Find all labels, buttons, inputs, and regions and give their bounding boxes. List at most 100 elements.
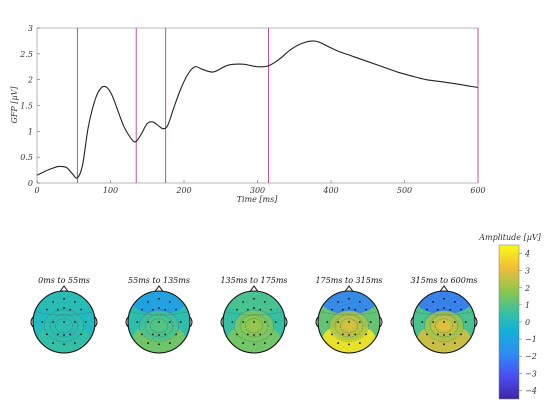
contour-line <box>44 309 84 342</box>
contour-line <box>424 309 464 342</box>
electrode-dot <box>84 321 87 323</box>
contour-line <box>239 314 269 338</box>
electrode-dot <box>69 308 72 311</box>
contour-line <box>54 318 74 333</box>
x-ticks: 0 100 200 300 400 500 600 <box>34 180 486 195</box>
electrode-dot <box>52 342 55 344</box>
topo-map: 315ms to 600ms <box>410 276 478 354</box>
electrode-dot <box>158 297 160 300</box>
electrode-dot <box>348 307 350 309</box>
electrode-dot <box>73 300 76 303</box>
electrode-dot <box>426 308 428 311</box>
electrode-dot <box>246 333 249 336</box>
electrode-dot <box>242 300 245 303</box>
central-region <box>152 320 166 331</box>
electrode-dot <box>73 342 76 344</box>
x-tick-label: 300 <box>250 186 265 195</box>
central-region <box>57 320 71 331</box>
y-tick-label: 1.5 <box>20 102 33 111</box>
electrode-dot <box>337 342 340 344</box>
electrode-dot <box>341 333 344 336</box>
left-ear <box>315 316 319 328</box>
y-ticks: 0 0.5 1 1.5 2 2.5 3 <box>19 24 40 188</box>
electrode-dot <box>164 333 167 336</box>
topo-map: 135ms to 175ms <box>220 276 288 354</box>
electrode-dot <box>443 334 445 336</box>
electrode-dot <box>63 334 65 336</box>
electrode-dot <box>270 308 272 311</box>
electrode-dot <box>337 321 340 323</box>
head-outline <box>317 290 381 354</box>
electrode-dot <box>443 307 445 309</box>
contour-line <box>144 314 174 338</box>
contour-line <box>434 318 454 333</box>
electrode-dot <box>369 321 372 323</box>
electrode-dot <box>236 333 238 336</box>
topo-map-title: 135ms to 175ms <box>220 276 287 285</box>
colorbar-tick-label: 4 <box>524 250 530 259</box>
colorbar-tick-label: −2 <box>525 352 537 361</box>
colorbar-tick-label: −4 <box>525 386 537 395</box>
electrode-dot <box>436 333 439 336</box>
contour-line <box>429 314 459 338</box>
right-ear <box>474 316 478 328</box>
x-tick-label: 0 <box>34 186 39 195</box>
colorbar: Amplitude [µV] 4 3 2 1 0 −1 −2 −3 −4 <box>478 233 542 400</box>
electrode-dot <box>46 308 48 311</box>
electrode-dot <box>365 333 367 336</box>
contour-line <box>339 318 359 333</box>
right-ear <box>94 316 98 328</box>
right-ear <box>379 316 383 328</box>
topo-maps: 0ms to 55ms 55ms to 135ms 135ms to 175ms 17… <box>30 276 478 354</box>
colorbar-tick-label: −3 <box>525 369 537 378</box>
electrode-dot <box>253 297 255 300</box>
electrode-dot <box>164 308 167 311</box>
electrode-dot <box>56 308 59 311</box>
topo-map: 175ms to 315ms <box>315 276 383 354</box>
nose <box>59 285 69 292</box>
x-tick-label: 100 <box>103 186 118 195</box>
electrode-dot <box>46 333 48 336</box>
electrode-dot <box>443 297 445 300</box>
electrode-dot <box>80 308 82 311</box>
electrode-dot <box>443 343 445 346</box>
colorbar-tick-label: 1 <box>525 301 530 310</box>
electrode-dot <box>365 308 367 311</box>
colorbar-gradient <box>498 244 520 400</box>
electrode-dot <box>63 343 65 346</box>
electrode-dot <box>231 321 234 323</box>
electrode-dot <box>358 342 361 344</box>
electrode-dot <box>151 308 154 311</box>
plot-frame <box>36 27 479 184</box>
electrode-dot <box>151 333 154 336</box>
y-axis-label: GFP [µV] <box>10 86 19 124</box>
electrode-dot <box>158 307 160 309</box>
electrode-dot <box>242 321 245 323</box>
electrode-dot <box>175 333 177 336</box>
colorbar-ticks: 4 3 2 1 0 −1 −2 −3 −4 <box>519 250 537 395</box>
electrode-dot <box>326 321 329 323</box>
electrode-dot <box>348 321 350 323</box>
contour-line <box>223 310 285 316</box>
topo-map-title: 55ms to 135ms <box>128 276 190 285</box>
electrode-dot <box>80 333 82 336</box>
electrode-dot <box>274 321 277 323</box>
y-tick-label: 3 <box>28 24 33 33</box>
contour-line <box>49 314 79 338</box>
electrode-dot <box>73 321 76 323</box>
head-outline <box>222 290 286 354</box>
contour-line <box>128 310 190 316</box>
electrode-dot <box>41 321 44 323</box>
left-ear <box>125 316 129 328</box>
electrode-dot <box>421 321 424 323</box>
electrode-dot <box>460 308 462 311</box>
electrode-dot <box>147 300 150 303</box>
contour-line <box>139 309 179 342</box>
left-ear <box>220 316 224 328</box>
electrode-dot <box>168 342 171 344</box>
electrode-dot <box>432 321 435 323</box>
electrode-dot <box>259 333 262 336</box>
marker-lines <box>76 28 479 183</box>
electrode-dot <box>253 321 255 323</box>
